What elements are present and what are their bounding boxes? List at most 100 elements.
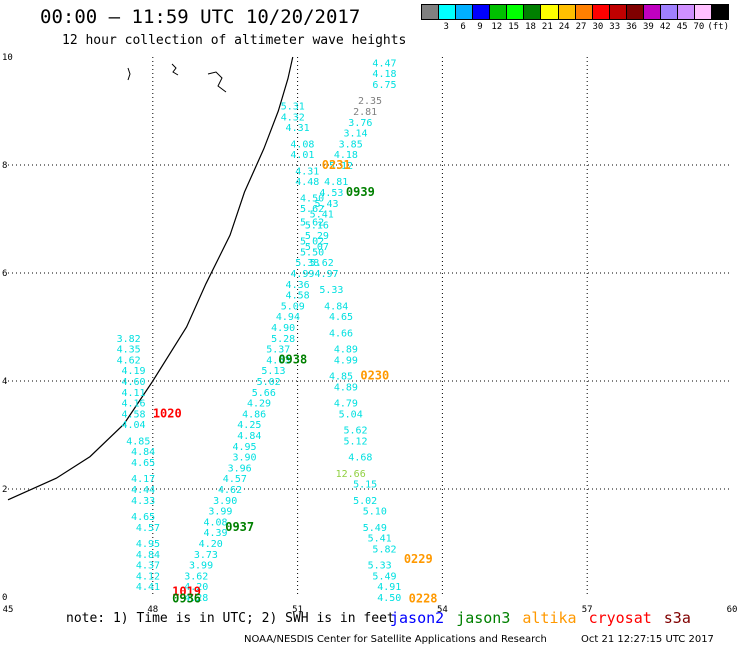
legend-label: 15 <box>508 22 520 32</box>
legend-label: 36 <box>626 22 637 32</box>
wave-height-label: 4.97 <box>315 269 339 280</box>
wave-height-label: 3.73 <box>194 550 218 561</box>
wave-height-label: 5.29 <box>305 231 329 242</box>
chart-subtitle: 12 hour collection of altimeter wave hei… <box>62 33 407 48</box>
wave-height-label: 5.62 <box>343 426 367 437</box>
wave-height-label: 4.58 <box>121 409 145 420</box>
legend-swatches <box>421 4 729 20</box>
satellite-s3a: s3a <box>663 609 691 627</box>
wave-height-label: 5.07 <box>305 242 329 253</box>
legend-swatch <box>609 5 627 19</box>
legend-swatch <box>422 5 440 19</box>
satellite-legend: jason2 jason3 altika cryosat s3a <box>390 609 703 627</box>
y-tick-label: 6 <box>2 269 7 279</box>
wave-height-label: 4.17 <box>131 474 155 485</box>
legend-label: 27 <box>575 22 587 32</box>
x-tick-label: 54 <box>437 605 448 615</box>
pass-time-label: 0936 <box>172 592 201 606</box>
legend-label: (ft) <box>707 22 730 32</box>
island-outlines <box>127 63 227 93</box>
wave-height-label: 4.66 <box>329 328 353 339</box>
wave-height-label: 4.79 <box>334 399 358 410</box>
wave-height-label: 5.62 <box>310 258 334 269</box>
generation-timestamp: Oct 21 12:27:15 UTC 2017 <box>581 634 714 645</box>
wave-height-label: 4.25 <box>237 420 261 431</box>
wave-height-label: 5.33 <box>319 285 343 296</box>
wave-height-label: 5.02 <box>300 237 324 248</box>
wave-height-label: 2.81 <box>353 107 377 118</box>
wave-height-label: 5.12 <box>329 161 353 172</box>
wave-height-label: 4.18 <box>334 150 358 161</box>
legend-label: 24 <box>558 22 570 32</box>
wave-height-label: 4.53 <box>319 188 343 199</box>
wave-height-label: 4.18 <box>372 69 396 80</box>
wave-height-label: 4.99 <box>290 269 314 280</box>
legend-label: 6 <box>460 22 466 32</box>
wave-height-label: 5.41 <box>310 210 334 221</box>
pass-time-label: 0939 <box>346 185 375 199</box>
wave-height-label: 4.50 <box>300 193 324 204</box>
wave-height-label: 5.28 <box>271 334 295 345</box>
wave-height-label: 5.02 <box>257 377 281 388</box>
legend-label: 3 <box>443 22 449 32</box>
wave-height-label: 4.65 <box>131 458 155 469</box>
satellite-jason2: jason2 <box>390 609 445 627</box>
x-tick-label: 57 <box>582 605 593 615</box>
x-tick-label: 45 <box>3 605 14 615</box>
pass-time-label: 0229 <box>404 552 433 566</box>
wave-height-label: 4.48 <box>295 177 319 188</box>
wave-height-label: 4.89 <box>334 382 358 393</box>
wave-height-label: 4.62 <box>218 485 242 496</box>
legend-label: 21 <box>541 22 553 32</box>
wave-height-label: 3.82 <box>117 334 141 345</box>
wave-height-label: 4.57 <box>223 474 247 485</box>
wave-height-label: 5.15 <box>353 480 377 491</box>
wave-height-label: 4.63 <box>266 355 290 366</box>
legend-label: 45 <box>676 22 688 32</box>
wave-height-label: 3.90 <box>213 496 237 507</box>
legend-swatch <box>473 5 491 19</box>
wave-height-label: 4.31 <box>295 166 319 177</box>
wave-height-label: 4.08 <box>203 517 227 528</box>
wave-height-label: 4.90 <box>271 323 295 334</box>
wave-height-label: 4.39 <box>203 528 227 539</box>
wave-height-label: 5.50 <box>300 247 324 258</box>
wave-height-label: 4.68 <box>348 453 372 464</box>
wave-height-label: 4.85 <box>126 436 150 447</box>
wave-height-label: 5.49 <box>363 523 387 534</box>
wave-height-label: 4.36 <box>286 280 310 291</box>
wave-height-label: 4.84 <box>237 431 261 442</box>
wave-height-label: 5.37 <box>266 345 290 356</box>
wave-height-label: 3.85 <box>339 139 363 150</box>
x-tick-label: 48 <box>147 605 158 615</box>
legend-label: 33 <box>609 22 621 32</box>
wave-height-label: 5.62 <box>300 218 324 229</box>
wave-height-label: 5.09 <box>281 301 305 312</box>
wave-height-label: 3.90 <box>232 453 256 464</box>
wave-height-label: 4.12 <box>136 571 160 582</box>
legend-label: 9 <box>477 22 483 32</box>
pass-time-label: 0231 <box>322 158 351 172</box>
wave-height-label: 4.84 <box>136 550 160 561</box>
pass-time-label: 0228 <box>409 592 438 606</box>
wave-height-label: 5.49 <box>372 571 396 582</box>
legend-label: 30 <box>592 22 604 32</box>
legend-label: 70 <box>693 22 705 32</box>
pass-time-label: 0938 <box>278 352 307 366</box>
wave-height-label: 5.33 <box>368 561 392 572</box>
wave-height-label: 5.12 <box>343 436 367 447</box>
y-tick-label: 8 <box>2 161 7 171</box>
wave-height-label: 5.13 <box>261 366 285 377</box>
wave-height-label: 4.31 <box>286 123 310 134</box>
wave-height-label: 4.95 <box>136 539 160 550</box>
wave-height-label: 4.35 <box>117 345 141 356</box>
legend-swatch <box>524 5 542 19</box>
y-tick-label: 0 <box>2 593 7 603</box>
color-scale-legend: 3 6 9 12 15 18 21 24 27 30 33 36 39 42 45 70 (ft) <box>421 4 729 32</box>
wave-height-label: 4.65 <box>131 512 155 523</box>
wave-height-label: 5.31 <box>281 102 305 113</box>
wave-height-label: 4.81 <box>324 177 348 188</box>
wave-height-label: 5.82 <box>372 544 396 555</box>
wave-height-label: 4.20 <box>184 582 208 593</box>
